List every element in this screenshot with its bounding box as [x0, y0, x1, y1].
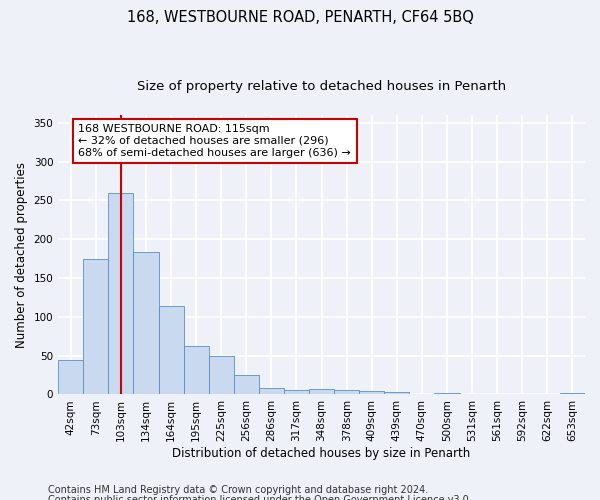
Y-axis label: Number of detached properties: Number of detached properties	[15, 162, 28, 348]
X-axis label: Distribution of detached houses by size in Penarth: Distribution of detached houses by size …	[172, 447, 471, 460]
Bar	[334, 390, 359, 394]
Text: 168, WESTBOURNE ROAD, PENARTH, CF64 5BQ: 168, WESTBOURNE ROAD, PENARTH, CF64 5BQ	[127, 10, 473, 25]
Bar	[309, 389, 334, 394]
Text: Contains HM Land Registry data © Crown copyright and database right 2024.: Contains HM Land Registry data © Crown c…	[48, 485, 428, 495]
Bar	[560, 393, 585, 394]
Bar	[385, 392, 409, 394]
Bar	[209, 356, 234, 395]
Bar	[133, 252, 158, 394]
Bar	[284, 390, 309, 394]
Bar	[83, 258, 109, 394]
Bar	[58, 360, 83, 394]
Bar	[234, 375, 259, 394]
Bar	[158, 306, 184, 394]
Bar	[259, 388, 284, 394]
Bar	[359, 392, 385, 394]
Text: 168 WESTBOURNE ROAD: 115sqm
← 32% of detached houses are smaller (296)
68% of se: 168 WESTBOURNE ROAD: 115sqm ← 32% of det…	[78, 124, 351, 158]
Text: Contains public sector information licensed under the Open Government Licence v3: Contains public sector information licen…	[48, 495, 472, 500]
Bar	[184, 346, 209, 395]
Bar	[434, 393, 460, 394]
Bar	[109, 192, 133, 394]
Title: Size of property relative to detached houses in Penarth: Size of property relative to detached ho…	[137, 80, 506, 93]
